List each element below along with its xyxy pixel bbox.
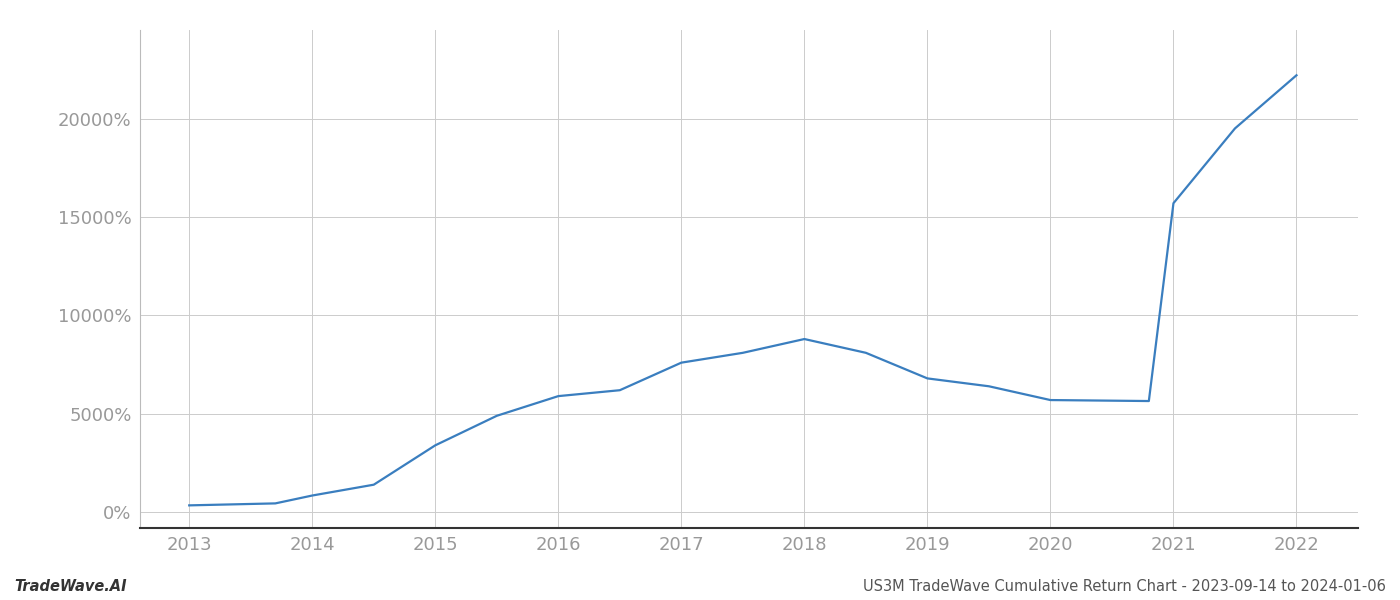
Text: TradeWave.AI: TradeWave.AI: [14, 579, 126, 594]
Text: US3M TradeWave Cumulative Return Chart - 2023-09-14 to 2024-01-06: US3M TradeWave Cumulative Return Chart -…: [864, 579, 1386, 594]
